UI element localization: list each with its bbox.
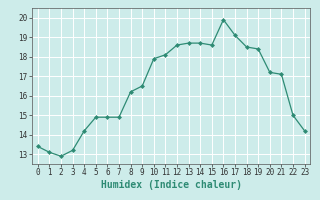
X-axis label: Humidex (Indice chaleur): Humidex (Indice chaleur) [101,180,242,190]
